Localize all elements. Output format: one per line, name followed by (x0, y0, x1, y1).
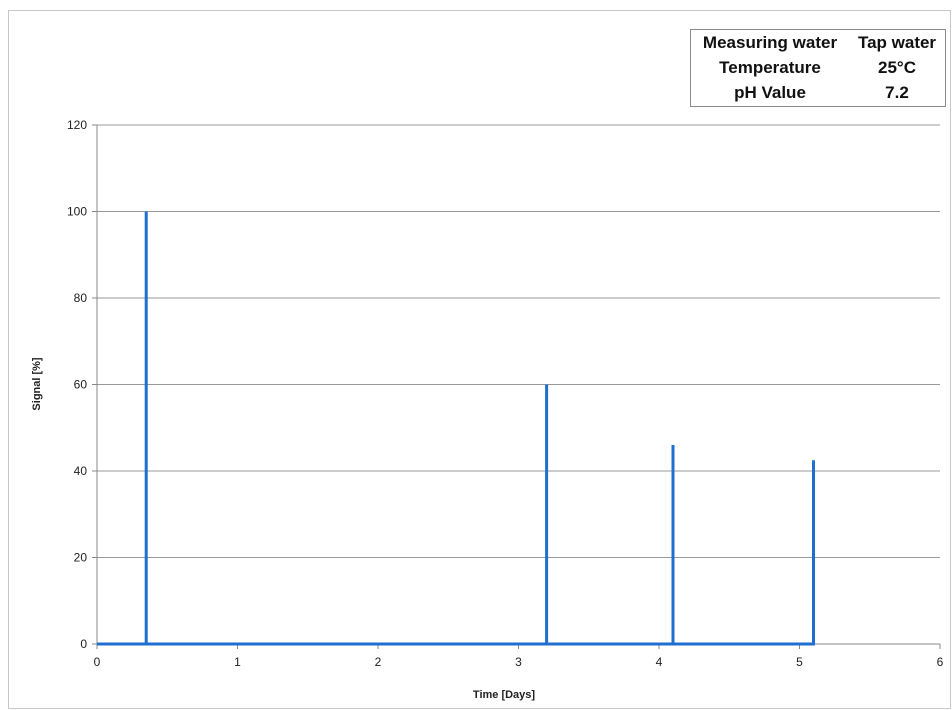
info-key: Temperature (719, 57, 821, 77)
chart-frame (8, 10, 951, 709)
y-tick-label: 120 (67, 118, 87, 132)
y-tick-label: 100 (67, 205, 87, 219)
x-axis-title: Time [Days] (473, 689, 535, 701)
x-tick-label: 4 (656, 655, 663, 669)
y-tick-label: 0 (80, 637, 87, 651)
series-line (97, 211, 815, 646)
info-row-temperature: Temperature 25°C (691, 55, 946, 80)
x-tick-label: 2 (375, 655, 382, 669)
y-axis-title: Signal [%] (31, 357, 43, 411)
x-tick-label: 5 (796, 655, 803, 669)
info-row-ph-value: pH Value 7.2 (691, 81, 946, 107)
info-row-measuring-water: Measuring water Tap water (691, 30, 946, 56)
y-tick-label: 60 (74, 378, 88, 392)
info-value: 7.2 (885, 83, 909, 103)
info-value: 25°C (878, 57, 916, 77)
tick-labels: 0 20 40 60 80 100 120 0 1 2 3 4 5 6 (67, 118, 944, 669)
x-tick-label: 0 (94, 655, 101, 669)
series-group (97, 211, 815, 646)
info-value: Tap water (857, 32, 937, 52)
x-tick-label: 1 (234, 655, 241, 669)
measurement-info-table: Measuring water Tap water Temperature 25… (690, 29, 946, 107)
y-tick-label: 20 (74, 551, 88, 565)
y-tick-label: 40 (74, 464, 88, 478)
x-tick-label: 3 (515, 655, 522, 669)
grid-lines (97, 124, 940, 558)
info-key: Measuring water (702, 32, 838, 52)
y-tick-label: 80 (74, 291, 88, 305)
info-key: pH Value (734, 83, 806, 103)
x-tick-label: 6 (937, 655, 944, 669)
